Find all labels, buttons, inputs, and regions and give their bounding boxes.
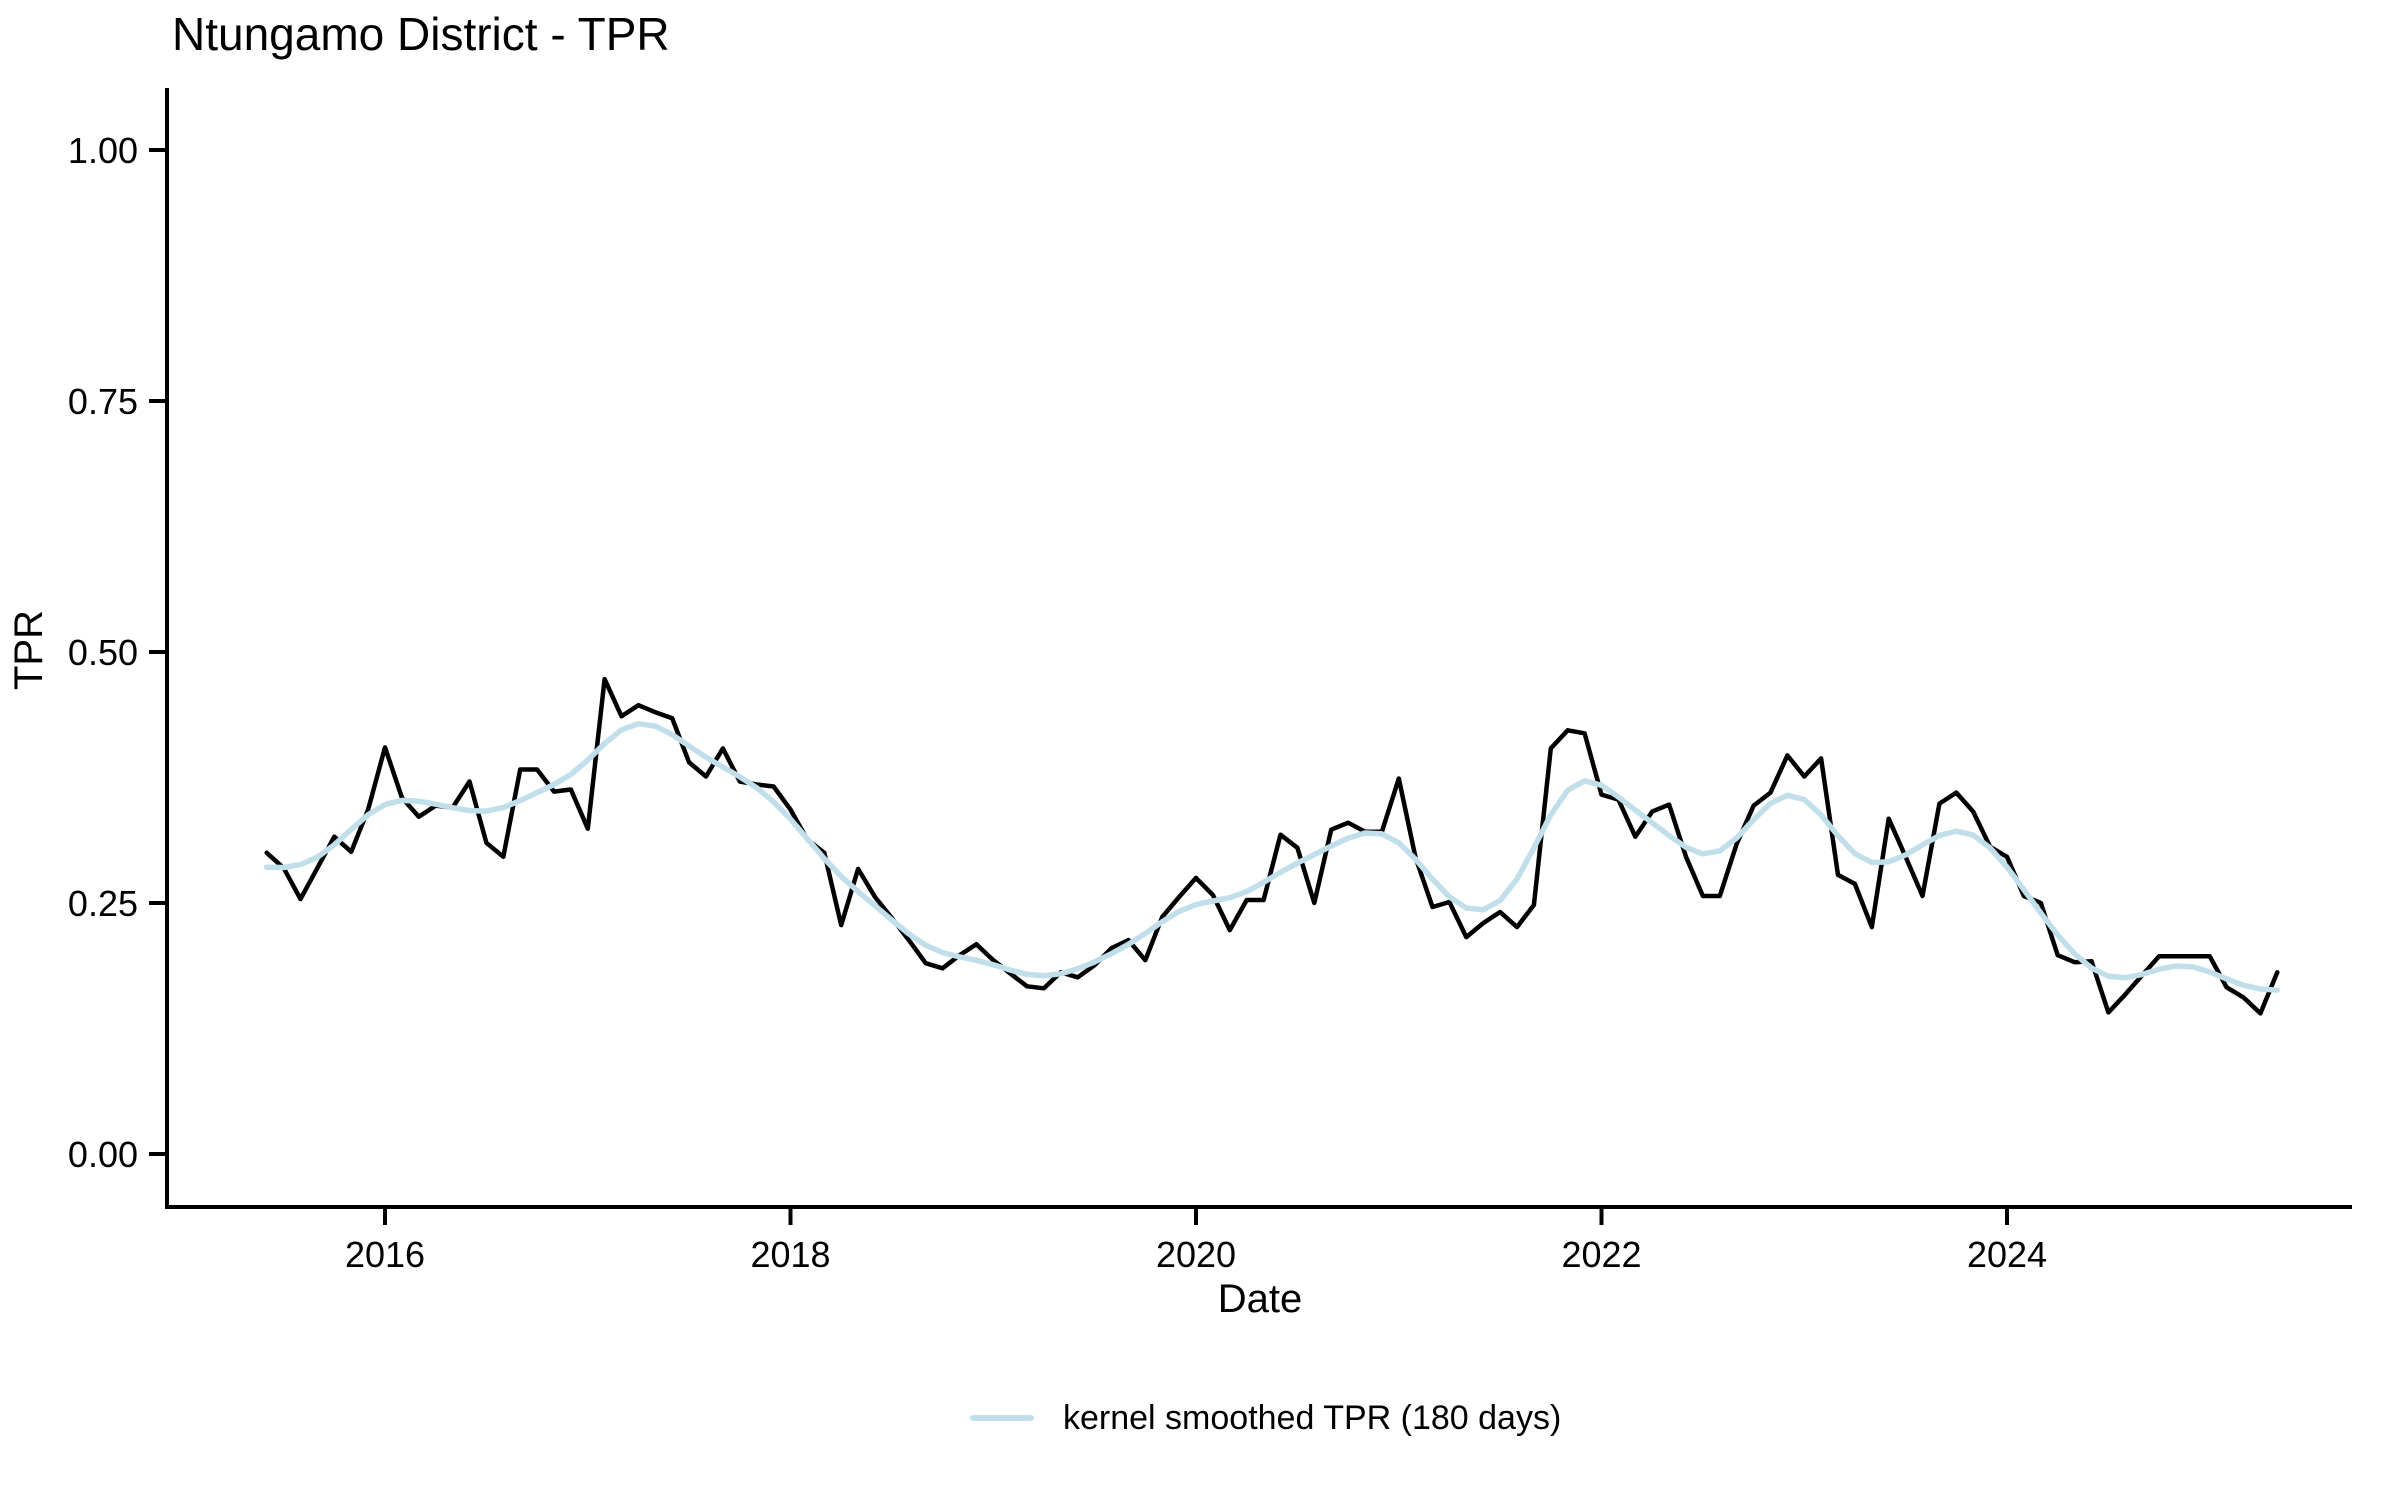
x-tick-label: 2020 xyxy=(1156,1234,1236,1275)
series-lines xyxy=(263,676,2281,1016)
raw-tpr-line xyxy=(264,676,2280,1016)
x-tick-label: 2016 xyxy=(345,1234,425,1275)
x-axis: 2016 2018 2020 2022 2024 xyxy=(165,1205,2352,1275)
chart-title: Ntungamo District - TPR xyxy=(172,8,670,60)
y-tick-label: 1.00 xyxy=(68,130,138,171)
y-axis-title: TPR xyxy=(7,610,51,690)
y-tick-label: 0.00 xyxy=(68,1134,138,1175)
smoothed-tpr-line xyxy=(263,720,2281,993)
x-tick-label: 2024 xyxy=(1967,1234,2047,1275)
y-axis: 1.00 0.75 0.50 0.25 0.00 xyxy=(68,88,169,1207)
legend: kernel smoothed TPR (180 days) xyxy=(970,1399,1561,1437)
legend-label: kernel smoothed TPR (180 days) xyxy=(1063,1399,1561,1437)
x-axis-title: Date xyxy=(1218,1277,1303,1321)
x-tick-label: 2018 xyxy=(750,1234,830,1275)
x-tick-label: 2022 xyxy=(1561,1234,1641,1275)
y-tick-label: 0.75 xyxy=(68,381,138,422)
y-tick-label: 0.50 xyxy=(68,632,138,673)
y-tick-label: 0.25 xyxy=(68,883,138,924)
